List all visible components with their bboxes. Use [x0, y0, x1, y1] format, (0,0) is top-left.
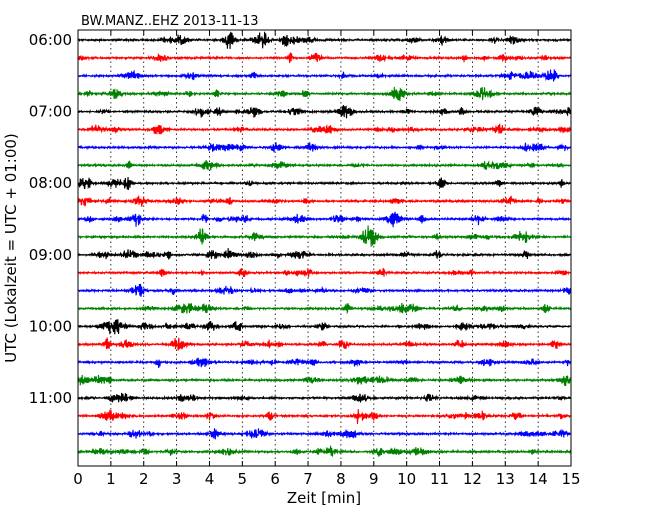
- trace-1030: [77, 357, 572, 369]
- x-tick-label: 1: [106, 470, 116, 488]
- x-tick-label: 14: [529, 470, 548, 488]
- trace-1000: [77, 319, 572, 335]
- x-gridlines: [110, 30, 539, 466]
- trace-1130: [77, 428, 572, 440]
- trace-0845: [77, 225, 572, 247]
- y-tick-label: 11:00: [29, 389, 72, 407]
- trace-1115: [77, 409, 572, 424]
- trace-0615: [77, 52, 572, 64]
- x-tick-label: 9: [369, 470, 379, 488]
- x-axis-ticks: 0 1 2 3 4 5 6 7 8 9 10 11 12 13 14 15: [73, 30, 581, 488]
- x-tick-label: 15: [561, 470, 580, 488]
- x-tick-label: 7: [303, 470, 313, 488]
- x-tick-label: 2: [139, 470, 149, 488]
- chart-title: BW.MANZ..EHZ 2013-11-13: [81, 14, 259, 29]
- trace-0630: [77, 69, 572, 82]
- trace-0930: [77, 283, 572, 297]
- trace-1100: [77, 392, 572, 403]
- x-tick-label: 4: [205, 470, 215, 488]
- trace-0900: [77, 248, 572, 260]
- x-tick-label: 8: [336, 470, 346, 488]
- x-tick-label: 5: [238, 470, 248, 488]
- trace-0730: [77, 142, 572, 153]
- plot-frame: [77, 29, 572, 467]
- trace-1045: [77, 374, 572, 386]
- x-tick-label: 0: [73, 470, 83, 488]
- trace-1145: [78, 445, 572, 457]
- y-axis-ticks: 06:00 07:00 08:00 09:00 10:00 11:00: [29, 31, 571, 407]
- x-tick-label: 13: [496, 470, 515, 488]
- y-tick-label: 06:00: [29, 31, 72, 49]
- trace-0830: [77, 211, 572, 228]
- trace-0745: [77, 160, 572, 171]
- x-tick-label: 3: [172, 470, 182, 488]
- x-tick-label: 10: [397, 470, 416, 488]
- y-tick-label: 08:00: [29, 174, 72, 192]
- x-axis-label: Zeit [min]: [287, 489, 361, 507]
- x-tick-label: 12: [463, 470, 482, 488]
- y-tick-label: 07:00: [29, 103, 72, 121]
- trace-1015: [77, 337, 572, 351]
- trace-0815: [77, 195, 572, 207]
- seismic-traces: [77, 31, 572, 457]
- trace-0945: [77, 302, 572, 315]
- trace-0700: [77, 105, 572, 119]
- y-axis-label: UTC (Lokalzeit = UTC + 01:00): [2, 133, 20, 363]
- trace-0915: [77, 267, 572, 278]
- trace-0715: [77, 123, 572, 135]
- y-tick-label: 10:00: [29, 317, 72, 335]
- trace-0600: [77, 31, 572, 49]
- x-tick-label: 11: [430, 470, 449, 488]
- trace-0800: [77, 176, 572, 190]
- y-tick-label: 09:00: [29, 246, 72, 264]
- x-tick-label: 6: [270, 470, 280, 488]
- trace-0645: [77, 86, 572, 101]
